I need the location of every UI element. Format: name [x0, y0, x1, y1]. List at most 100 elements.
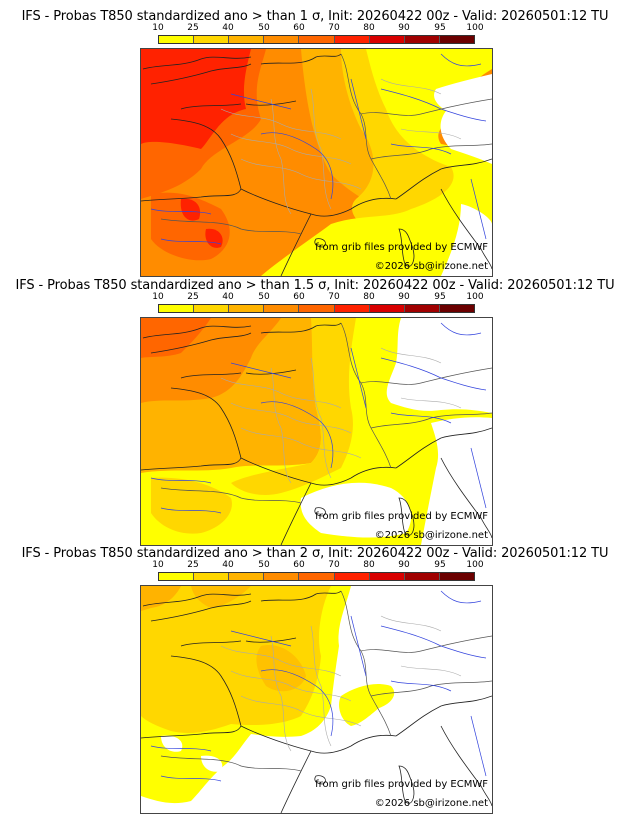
colorbar-segment: [159, 573, 195, 580]
field-below-10: [386, 318, 492, 413]
colorbar: [158, 304, 475, 313]
colorbar-tick: 95: [434, 23, 446, 33]
colorbar-tick: 10: [152, 560, 164, 570]
colorbar-tick: 90: [398, 23, 410, 33]
colorbar-tick: 10: [152, 23, 164, 33]
colorbar-segment: [369, 36, 405, 43]
field-40-50: [191, 586, 251, 608]
colorbar-tick: 70: [328, 560, 340, 570]
colorbar-tick: 25: [187, 560, 199, 570]
country-borders: [160, 590, 492, 772]
map-canvas-2: [141, 318, 492, 545]
field-70-80: [180, 198, 201, 221]
admin-borders: [220, 78, 462, 215]
colorbar-segment: [194, 305, 230, 312]
colorbar-segment: [334, 573, 370, 580]
colorbar-segment: [264, 36, 300, 43]
colorbar-segment: [229, 305, 265, 312]
panel-title: IFS - Probas T850 standardized ano > tha…: [21, 546, 609, 561]
colorbar-segment: [264, 573, 300, 580]
colorbar-tick: 100: [466, 292, 484, 302]
colorbar-tick: 40: [222, 292, 234, 302]
field-below-10: [300, 482, 411, 538]
credit-copyright: ©2026 sb@irizone.net: [374, 261, 488, 272]
field-25-40: [341, 49, 464, 229]
colorbar-segment: [159, 36, 195, 43]
colorbar: [158, 35, 475, 44]
colorbar-segment: [159, 305, 195, 312]
colorbar-tick: 60: [293, 560, 305, 570]
field-below-10: [241, 760, 267, 783]
colorbar-labels: 10 25 40 50 60 70 80 90 95 100: [150, 293, 490, 303]
colorbar-tick: 90: [398, 292, 410, 302]
colorbar-tick: 95: [434, 292, 446, 302]
colorbar-tick: 60: [293, 292, 305, 302]
colorbar-tick: 100: [466, 560, 484, 570]
colorbar-tick: 50: [258, 560, 270, 570]
colorbar-tick: 70: [328, 23, 340, 33]
coastlines: [141, 590, 492, 813]
colorbar-segment: [264, 305, 300, 312]
coastlines: [141, 322, 492, 545]
admin-borders: [220, 347, 462, 484]
coastlines: [141, 53, 492, 276]
colorbar-segment: [299, 305, 335, 312]
map-canvas-3: [141, 586, 492, 813]
credit-copyright: ©2026 sb@irizone.net: [374, 530, 488, 541]
colorbar-tick: 40: [222, 23, 234, 33]
credit-copyright: ©2026 sb@irizone.net: [374, 798, 488, 809]
field-70-80: [141, 49, 251, 149]
field-25-40: [231, 318, 356, 495]
colorbar-tick: 80: [363, 23, 375, 33]
field-below-10: [434, 74, 492, 164]
credit-source: from grib files provided by ECMWF: [315, 511, 488, 522]
colorbar-tick: 90: [398, 560, 410, 570]
colorbar: [158, 572, 475, 581]
colorbar-tick: 60: [293, 23, 305, 33]
colorbar-segment: [334, 305, 370, 312]
colorbar-segment: [439, 305, 474, 312]
colorbar-tick: 95: [434, 560, 446, 570]
colorbar-segment: [439, 573, 474, 580]
country-borders: [160, 53, 492, 235]
colorbar-segment: [299, 36, 335, 43]
credit-source: from grib files provided by ECMWF: [315, 242, 488, 253]
admin-borders: [220, 615, 462, 752]
colorbar-tick: 50: [258, 23, 270, 33]
map-canvas-1: [141, 49, 492, 276]
field-60-70: [141, 318, 211, 358]
colorbar-tick: 40: [222, 560, 234, 570]
colorbar-segment: [334, 36, 370, 43]
field-below-10: [441, 204, 492, 276]
colorbar-tick: 50: [258, 292, 270, 302]
colorbar-segment: [404, 36, 440, 43]
credit-source: from grib files provided by ECMWF: [315, 779, 488, 790]
probability-map: from grib files provided by ECMWF ©2026 …: [140, 317, 493, 546]
colorbar-segment: [369, 305, 405, 312]
colorbar-segment: [404, 305, 440, 312]
colorbar-labels: 10 25 40 50 60 70 80 90 95 100: [150, 561, 490, 571]
colorbar-tick: 10: [152, 292, 164, 302]
probability-map: from grib files provided by ECMWF ©2026 …: [140, 48, 493, 277]
colorbar-segment: [439, 36, 474, 43]
colorbar-segment: [229, 573, 265, 580]
rivers: [150, 590, 487, 782]
rivers: [150, 53, 487, 245]
probability-map: from grib files provided by ECMWF ©2026 …: [140, 585, 493, 814]
colorbar-segment: [369, 573, 405, 580]
country-borders: [160, 322, 492, 504]
colorbar-labels: 10 25 40 50 60 70 80 90 95 100: [150, 24, 490, 34]
panel-title: IFS - Probas T850 standardized ano > tha…: [21, 9, 609, 24]
field-40-50: [141, 586, 181, 611]
colorbar-tick: 70: [328, 292, 340, 302]
colorbar-segment: [194, 573, 230, 580]
field-25-40: [141, 586, 331, 734]
colorbar-segment: [404, 573, 440, 580]
rivers: [150, 322, 487, 514]
colorbar-tick: 80: [363, 560, 375, 570]
colorbar-segment: [194, 36, 230, 43]
colorbar-tick: 25: [187, 292, 199, 302]
colorbar-tick: 80: [363, 292, 375, 302]
colorbar-segment: [299, 573, 335, 580]
colorbar-tick: 100: [466, 23, 484, 33]
